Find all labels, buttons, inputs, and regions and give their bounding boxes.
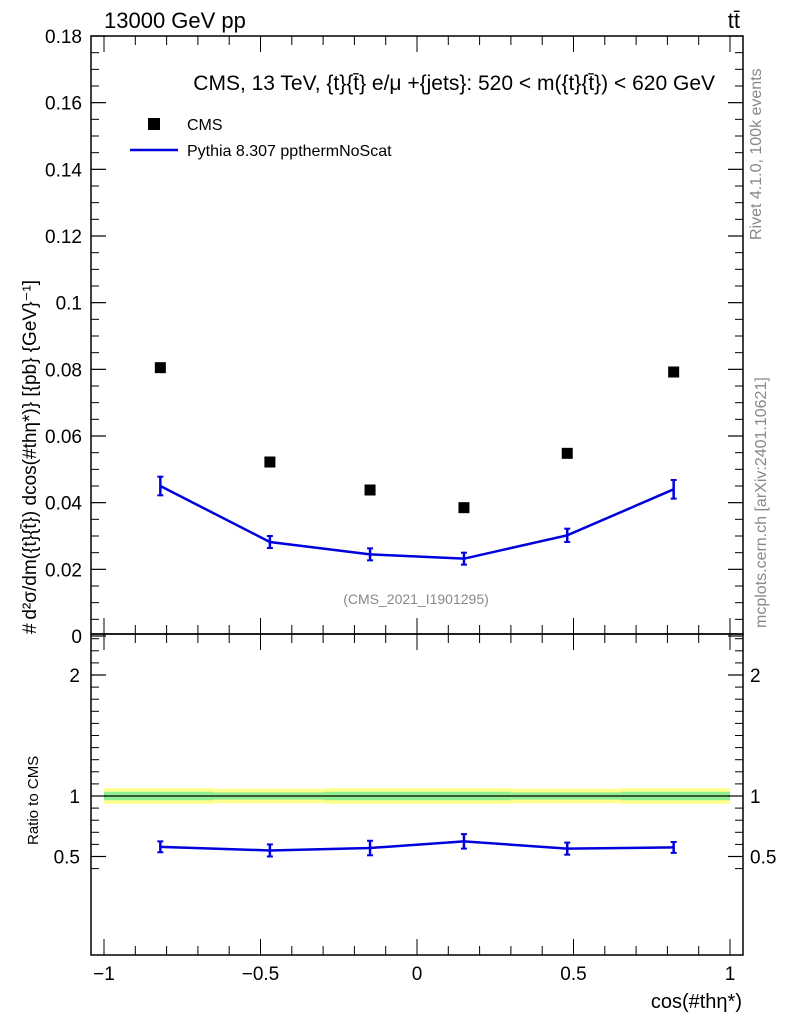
main-y-tick-label: 0.02 [45,560,82,581]
analysis-watermark: (CMS_2021_I1901295) [343,591,489,607]
ratio-y-tick-label-right: 0.5 [750,848,776,869]
rivet-version-label: Rivet 4.1.0, 100k events [748,68,765,240]
legend: CMS Pythia 8.307 ppthermNoScat [130,117,392,160]
main-y-tick-label: 0 [71,627,82,648]
energy-label: 13000 GeV pp [104,8,246,33]
ratio-y-tick-label: 2 [69,666,80,687]
ratio-panel: 0.5 0.5 1 1 2 2 −1 −0.5 0 0.5 1 Ratio to CMS cos(… [25,633,776,1013]
main-y-tick-label: 0.06 [45,427,82,448]
cms-data-point [154,362,166,374]
cms-data-point [264,456,276,468]
cms-data-point [561,447,573,459]
ratio-uncertainty-band [104,788,730,804]
x-tick-label: 0.5 [560,964,586,985]
ratio-y-tick-label-right: 1 [750,787,761,808]
main-y-tick-label: 0.16 [45,94,82,115]
main-y-tick-label: 0.08 [45,360,82,381]
x-tick-label: −1 [93,964,115,985]
mc-series-line [159,484,675,560]
main-y-tick-label: 0.12 [45,227,82,248]
x-axis-title: cos(#thη*) [651,991,742,1013]
x-tick-label: 1 [725,964,736,985]
chart-title: CMS, 13 TeV, {t}{t̄} e/μ +{jets}: 520 < … [193,72,715,95]
cms-data-point [668,366,680,378]
legend-mc-label: Pythia 8.307 ppthermNoScat [187,143,392,160]
main-data-layer [154,362,680,566]
main-y-tick-label: 0.14 [45,160,82,181]
main-panel: 0 0.02 0.04 0.06 0.08 0.1 0.12 0.14 0.16 0.18 CMS… [20,27,744,648]
ratio-y-tick-label: 1 [69,787,80,808]
process-label: tt̄ [728,8,740,33]
x-tick-label: −0.5 [242,964,280,985]
main-y-tick-label: 0.18 [45,27,82,48]
cms-data-point [364,484,376,496]
ratio-y-axis: 0.5 0.5 1 1 2 2 [54,638,776,870]
legend-cms-label: CMS [187,117,223,134]
legend-cms-marker [148,118,160,130]
main-y-axis: 0 0.02 0.04 0.06 0.08 0.1 0.12 0.14 0.16 0.18 [45,27,743,648]
ratio-mc-line [160,840,674,852]
ratio-x-axis: −1 −0.5 0 0.5 1 [93,634,735,985]
mcplots-label: mcplots.cern.ch [arXiv:2401.10621] [753,377,770,628]
main-y-axis-title: # d²σ/dm({t}{t̄}) dcos(#thη*)} [{pb} {Ge… [20,280,41,634]
main-y-tick-label: 0.04 [45,494,82,515]
ratio-y-tick-label-right: 2 [750,666,761,687]
ratio-y-axis-title: Ratio to CMS [25,756,42,845]
main-x-ticks [103,36,731,634]
ratio-data-layer [157,833,677,858]
x-tick-label: 0 [412,964,423,985]
ratio-y-tick-label: 0.5 [54,848,80,869]
main-y-tick-label: 0.1 [56,294,82,315]
cms-data-point [458,502,470,514]
